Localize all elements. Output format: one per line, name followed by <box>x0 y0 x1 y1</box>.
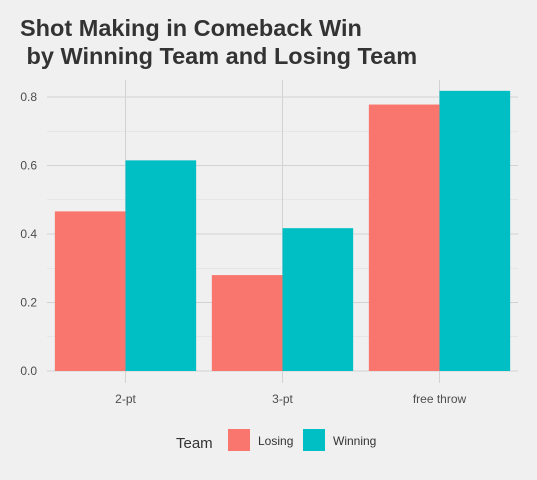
bar-winning-0 <box>125 160 197 371</box>
y-tick-label-4: 0.8 <box>20 90 37 104</box>
y-tick-label-1: 0.2 <box>20 296 37 310</box>
x-tick-label-2: free throw <box>413 392 467 406</box>
legend-swatch-losing <box>228 429 250 451</box>
bar-winning-2 <box>439 90 511 372</box>
bar-losing-0 <box>54 211 126 371</box>
x-tick-label-0: 2-pt <box>115 392 136 406</box>
bar-losing-2 <box>368 104 440 371</box>
bar-winning-1 <box>282 228 354 371</box>
legend-label-winning: Winning <box>333 434 376 448</box>
x-tick-label-1: 3-pt <box>272 392 293 406</box>
y-tick-label-0: 0.0 <box>20 364 37 378</box>
y-tick-label-3: 0.6 <box>20 159 37 173</box>
legend-label-losing: Losing <box>258 434 293 448</box>
bar-losing-1 <box>211 275 283 371</box>
chart-title: Shot Making in Comeback Win by Winning T… <box>20 15 418 69</box>
legend-title: Team <box>176 435 213 452</box>
y-tick-label-2: 0.4 <box>20 227 37 241</box>
legend-swatch-winning <box>303 429 325 451</box>
